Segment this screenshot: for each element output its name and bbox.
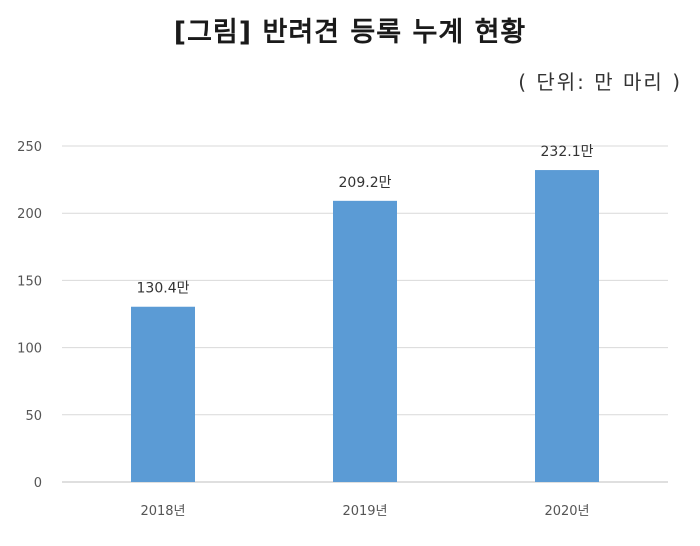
y-tick-label: 50 (25, 409, 42, 424)
data-label: 130.4만 (137, 281, 190, 297)
y-tick-label: 250 (17, 140, 42, 155)
x-tick-label: 2018년 (140, 504, 185, 519)
unit-label: ( 단위: 만 마리 ) (518, 70, 682, 94)
bar (131, 306, 195, 482)
x-tick-label: 2020년 (544, 504, 589, 519)
bar (535, 170, 599, 482)
data-label: 209.2만 (339, 175, 392, 191)
y-tick-label: 0 (34, 476, 42, 491)
y-tick-label: 150 (17, 274, 42, 289)
x-tick-label: 2019년 (342, 504, 387, 519)
y-tick-label: 200 (17, 207, 42, 222)
bar (333, 200, 397, 482)
chart-title: [그림] 반려견 등록 누계 현황 (173, 17, 527, 48)
y-tick-label: 100 (17, 342, 42, 357)
data-label: 232.1만 (541, 144, 594, 160)
